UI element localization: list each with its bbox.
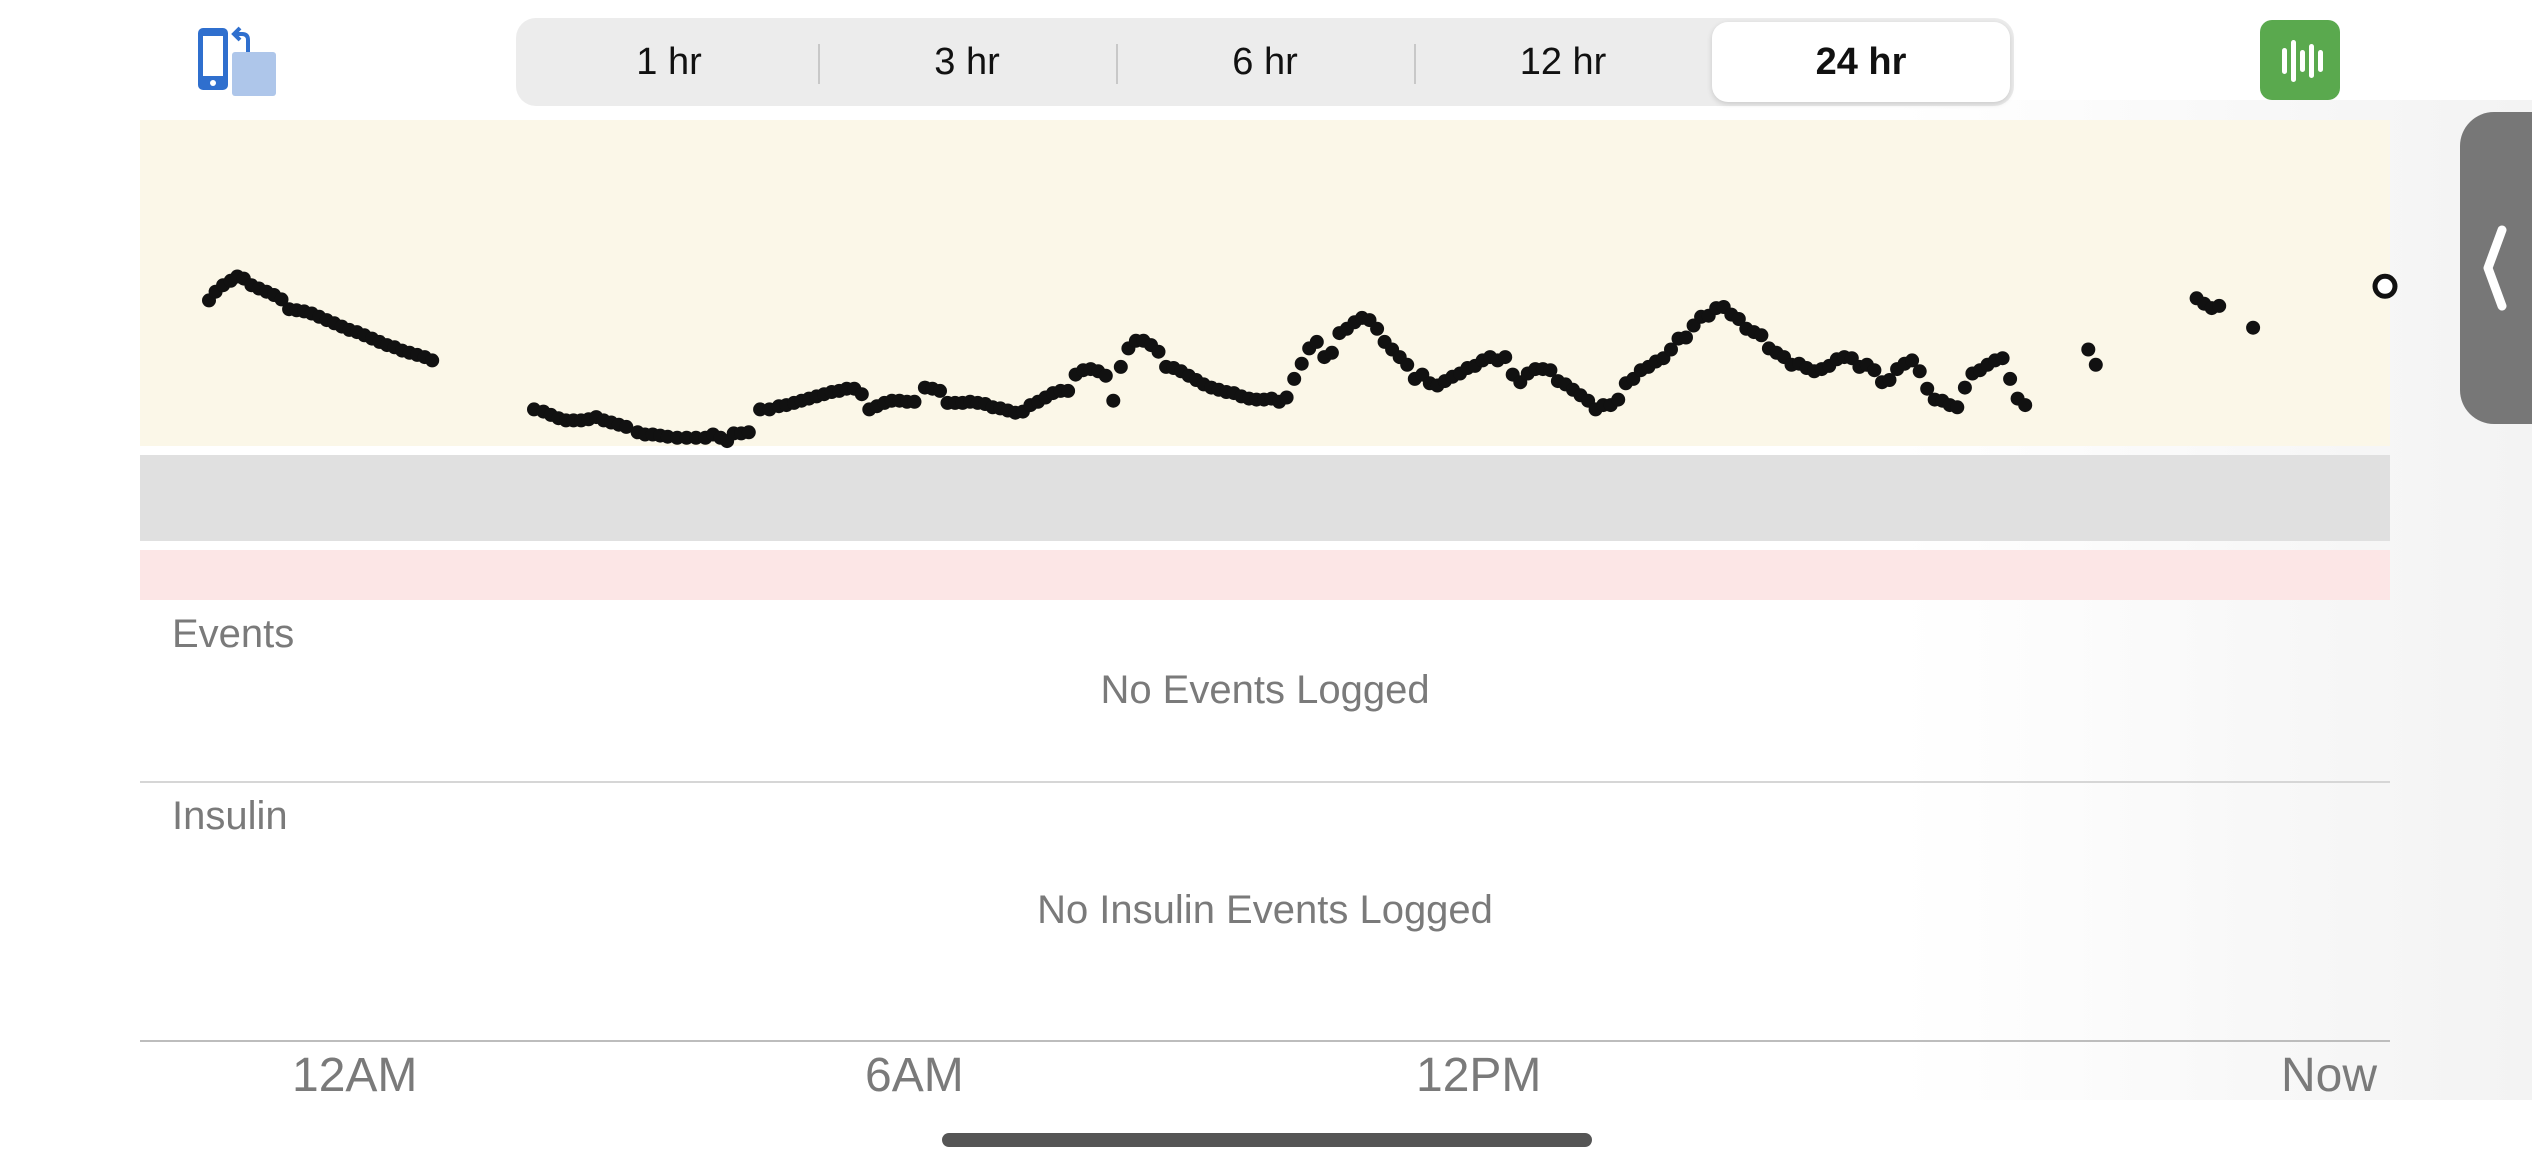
- glucose-point: [1294, 356, 1309, 371]
- time-range-segmented-control: 1 hr 3 hr 6 hr 12 hr 24 hr: [516, 18, 2014, 106]
- glucose-point: [1920, 381, 1935, 396]
- glucose-point: [1061, 383, 1076, 398]
- glucose-point: [1754, 328, 1769, 343]
- rotate-device-icon: [198, 26, 276, 96]
- rotate-device-button[interactable]: [190, 22, 282, 102]
- glucose-point: [1287, 371, 1302, 386]
- glucose-point: [854, 387, 869, 402]
- home-indicator: [942, 1133, 1592, 1147]
- low-range-zone: [140, 550, 2390, 600]
- glucose-point: [1867, 363, 1882, 378]
- glucose-point: [274, 292, 289, 307]
- glucose-point: [1679, 330, 1693, 345]
- glucose-point: [1151, 344, 1166, 359]
- glucose-point: [2246, 320, 2261, 335]
- glucose-point: [1995, 351, 2010, 366]
- x-tick-12am: 12AM: [292, 1049, 418, 1102]
- side-panel-tab[interactable]: [2460, 112, 2532, 424]
- x-axis-line: [140, 1040, 2390, 1042]
- glucose-point: [1106, 393, 1121, 408]
- events-divider: [140, 781, 2390, 783]
- glucose-point: [1950, 400, 1965, 415]
- x-tick-6am: 6AM: [865, 1049, 964, 1102]
- glucose-point: [2081, 342, 2096, 357]
- insulin-label: Insulin: [172, 794, 288, 838]
- bar-chart-icon: [2282, 40, 2323, 82]
- current-glucose-point: [2372, 273, 2398, 299]
- glucose-point: [2018, 398, 2033, 413]
- insulin-empty-message: No Insulin Events Logged: [1037, 888, 1493, 932]
- x-tick-12pm: 12PM: [1416, 1049, 1542, 1102]
- statistics-button[interactable]: [2260, 20, 2340, 100]
- glucose-point: [1279, 390, 1294, 405]
- glucose-point: [2003, 371, 2018, 386]
- glucose-point: [619, 419, 634, 434]
- glucose-readings: [202, 269, 2398, 449]
- target-range-zone: [140, 455, 2390, 541]
- range-3hr-button[interactable]: 3 hr: [818, 22, 1116, 102]
- glucose-point: [1905, 353, 1920, 368]
- glucose-point: [1370, 321, 1385, 336]
- events-empty-message: No Events Logged: [1100, 668, 1430, 712]
- glucose-point: [425, 353, 440, 368]
- range-6hr-button[interactable]: 6 hr: [1116, 22, 1414, 102]
- glucose-point: [1543, 363, 1558, 378]
- glucose-point: [1400, 357, 1415, 372]
- glucose-point: [1664, 342, 1678, 357]
- glucose-point: [2212, 298, 2227, 313]
- glucose-point: [1957, 380, 1972, 395]
- glucose-point: [741, 425, 756, 440]
- glucose-point: [907, 394, 922, 409]
- events-label: Events: [172, 612, 295, 656]
- x-tick-now: Now: [2281, 1049, 2378, 1102]
- glucose-point: [1324, 345, 1339, 360]
- high-range-zone: [140, 120, 2390, 446]
- glucose-point: [1731, 312, 1746, 326]
- range-1hr-button[interactable]: 1 hr: [636, 40, 702, 83]
- glucose-point: [1882, 373, 1897, 387]
- glucose-point: [2088, 357, 2103, 372]
- glucose-point: [1912, 364, 1927, 379]
- glucose-point: [1611, 392, 1626, 407]
- range-24hr-button[interactable]: 24 hr: [1712, 22, 2010, 102]
- range-12hr-button[interactable]: 12 hr: [1414, 22, 1712, 102]
- glucose-point: [1309, 334, 1324, 349]
- glucose-point: [933, 383, 947, 398]
- chevron-left-icon: [2483, 225, 2507, 311]
- glucose-point: [1498, 350, 1513, 365]
- glucose-point: [1098, 368, 1113, 383]
- glucose-point: [1113, 359, 1128, 374]
